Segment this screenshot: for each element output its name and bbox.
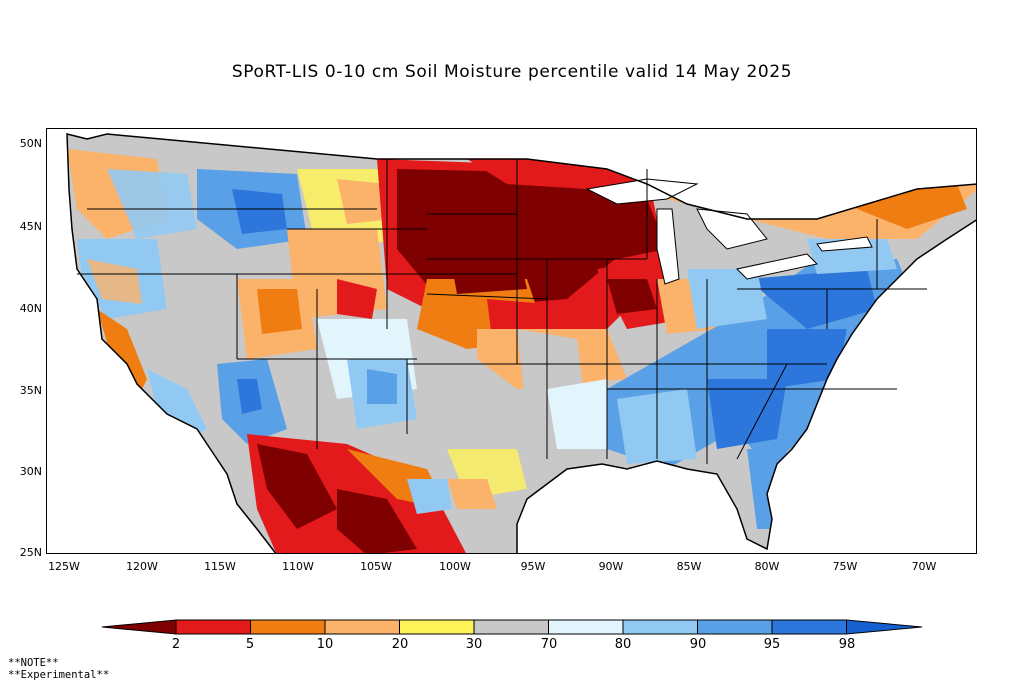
note-text: **NOTE** **Experimental** (8, 657, 109, 681)
colorbar-segment (175, 619, 251, 635)
longitude-label: 70W (911, 560, 937, 573)
colorbar-label: 70 (540, 637, 558, 652)
colorbar-label: 98 (838, 637, 856, 652)
colorbar-label: 30 (465, 637, 483, 652)
colorbar-segment (101, 619, 177, 635)
map-title: SPoRT-LIS 0-10 cm Soil Moisture percenti… (231, 62, 793, 82)
longitude-label: 100W (439, 560, 471, 573)
longitude-label: 120W (126, 560, 158, 573)
latitude-label: 35N (19, 384, 42, 397)
longitude-label: 115W (204, 560, 236, 573)
latitude-label: 45N (19, 220, 42, 233)
note-line: **Experimental** (8, 669, 110, 681)
colorbar-label: 5 (245, 637, 255, 652)
colorbar-segment (473, 619, 549, 635)
colorbar-segment (697, 619, 773, 635)
colorbar-segment (846, 619, 923, 635)
colorbar-segment (250, 619, 326, 635)
longitude-label: 95W (520, 560, 546, 573)
longitude-label: 85W (676, 560, 702, 573)
note-line: **NOTE** (8, 657, 59, 669)
colorbar-segment (324, 619, 400, 635)
longitude-label: 75W (832, 560, 858, 573)
latitude-label: 40N (19, 302, 42, 315)
soil-moisture-map (47, 129, 976, 553)
colorbar-segment (771, 619, 847, 635)
colorbar (101, 619, 923, 635)
colorbar-segment (399, 619, 475, 635)
longitude-label: 110W (282, 560, 314, 573)
latitude-label: 50N (19, 137, 42, 150)
latitude-label: 30N (19, 465, 42, 478)
longitude-label: 125W (48, 560, 80, 573)
colorbar-label: 80 (614, 637, 632, 652)
longitude-label: 80W (754, 560, 780, 573)
colorbar-label: 2 (171, 637, 181, 652)
colorbar-label: 10 (316, 637, 334, 652)
latitude-label: 25N (19, 546, 42, 559)
colorbar-label: 95 (763, 637, 781, 652)
longitude-label: 90W (598, 560, 624, 573)
colorbar-segment (548, 619, 624, 635)
colorbar-label: 90 (689, 637, 707, 652)
colorbar-segment (622, 619, 698, 635)
longitude-label: 105W (360, 560, 392, 573)
colorbar-label: 20 (391, 637, 409, 652)
map-panel (46, 128, 977, 554)
